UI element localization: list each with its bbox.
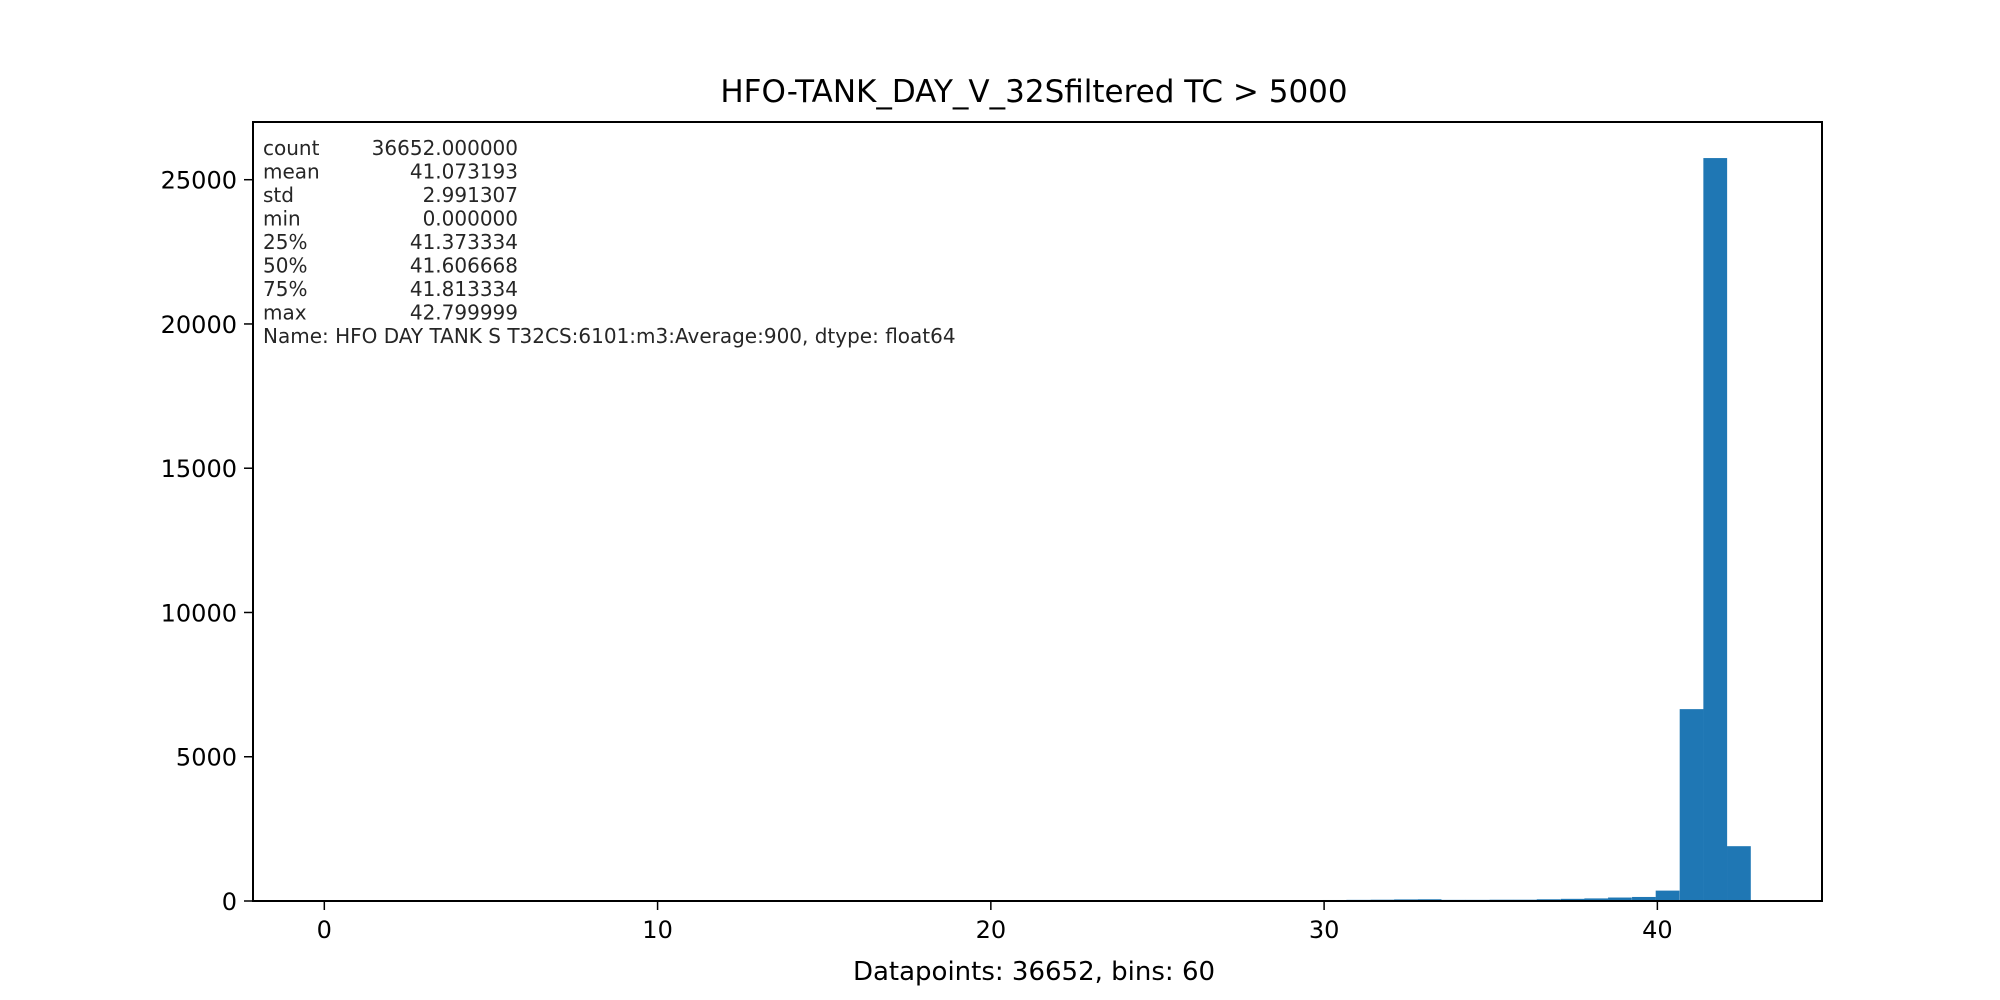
x-tick-label-2: 20 xyxy=(976,916,1007,944)
stats-summary: count 36652.000000 mean 41.073193 std 2.99130… xyxy=(263,136,956,348)
stats-value-3: 0.000000 xyxy=(423,207,518,231)
stats-value-6: 41.813334 xyxy=(410,277,518,301)
x-axis-label: Datapoints: 36652, bins: 60 xyxy=(853,957,1215,987)
histogram-bar-13 xyxy=(1584,898,1609,901)
plot-area: 0 10 20 30 40 0 5000 10000 15000 20000 25000 xyxy=(161,121,1823,944)
stats-value-5: 41.606668 xyxy=(410,254,518,278)
histogram-bar-12 xyxy=(1560,898,1585,901)
chart-title: HFO-TANK_DAY_V_32Sfiltered TC > 5000 xyxy=(720,74,1347,110)
stats-key-0: count xyxy=(263,136,320,160)
x-tick-label-1: 10 xyxy=(642,916,673,944)
histogram-bar-19 xyxy=(1727,846,1751,901)
stats-key-7: max xyxy=(263,301,307,325)
stats-key-1: mean xyxy=(263,160,320,184)
stats-value-7: 42.799999 xyxy=(410,301,518,325)
y-tick-label-5: 25000 xyxy=(161,167,237,195)
y-tick-label-0: 0 xyxy=(222,888,237,916)
histogram-bar-14 xyxy=(1608,897,1632,901)
stats-value-1: 41.073193 xyxy=(410,160,518,184)
x-tick-label-4: 40 xyxy=(1642,916,1673,944)
stats-key-4: 25% xyxy=(263,230,307,254)
x-tick-label-0: 0 xyxy=(317,916,332,944)
plot-frame xyxy=(252,121,1823,902)
histogram-bar-17 xyxy=(1679,709,1704,901)
y-tick-label-2: 10000 xyxy=(161,599,237,627)
stats-key-2: std xyxy=(263,183,294,207)
y-tick-label-4: 20000 xyxy=(161,311,237,339)
y-tick-label-1: 5000 xyxy=(176,744,237,772)
x-tick-label-3: 30 xyxy=(1309,916,1340,944)
stats-name-line: Name: HFO DAY TANK S T32CS:6101:m3:Avera… xyxy=(263,324,956,348)
stats-value-2: 2.991307 xyxy=(423,183,518,207)
stats-key-6: 75% xyxy=(263,277,307,301)
stats-key-3: min xyxy=(263,207,301,231)
stats-value-0: 36652.000000 xyxy=(372,136,518,160)
histogram-bar-15 xyxy=(1632,896,1656,901)
stats-value-4: 41.373334 xyxy=(410,230,518,254)
stats-key-5: 50% xyxy=(263,254,307,278)
y-tick-label-3: 15000 xyxy=(161,455,237,483)
histogram-bar-16 xyxy=(1655,890,1680,901)
histogram-bar-18 xyxy=(1703,158,1728,901)
